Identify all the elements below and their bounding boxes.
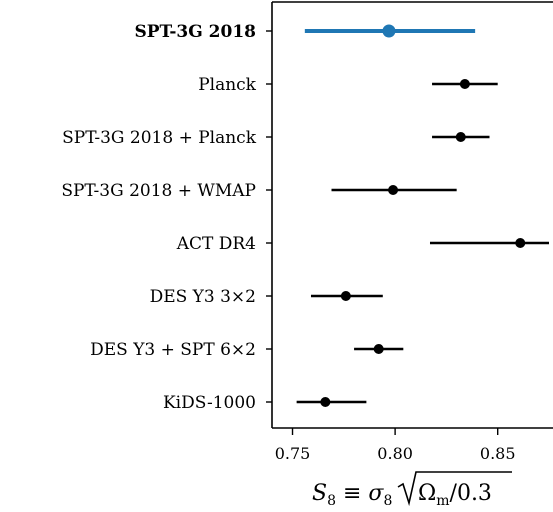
x-axis-ticks: 0.75 0.80 0.85 (275, 428, 516, 463)
data-point (515, 238, 526, 248)
category-label: Planck (198, 75, 256, 95)
x-axis-label-radicand: Ωm/0.3 (418, 481, 492, 509)
x-tick-label: 0.85 (480, 444, 516, 463)
category-label: DES Y3 + SPT 6×2 (90, 340, 256, 360)
data-point (340, 291, 351, 301)
data-point (382, 24, 396, 38)
category-label: SPT-3G 2018 + WMAP (61, 181, 256, 201)
x-tick-label: 0.75 (275, 444, 311, 463)
category-labels: SPT-3G 2018 Planck SPT-3G 2018 + Planck SPT… (61, 22, 272, 413)
category-label: DES Y3 3×2 (150, 287, 256, 307)
category-label: SPT-3G 2018 + Planck (62, 128, 257, 148)
data-point (388, 185, 399, 195)
category-label: SPT-3G 2018 (134, 22, 256, 42)
x-axis-label: S8 ≡ σ8 Ωm/0.3 (312, 471, 512, 509)
category-label: KiDS-1000 (163, 393, 256, 413)
axes-frame (271, 1, 553, 429)
category-label: ACT DR4 (176, 234, 256, 254)
data-point (459, 79, 470, 89)
x-axis-label-text: S8 ≡ σ8 (312, 481, 392, 509)
x-tick-label: 0.80 (377, 444, 413, 463)
data-point (373, 344, 384, 354)
sqrt-sign (397, 471, 512, 507)
data-marks (296, 24, 549, 407)
data-point (455, 132, 466, 142)
data-point (320, 397, 331, 407)
